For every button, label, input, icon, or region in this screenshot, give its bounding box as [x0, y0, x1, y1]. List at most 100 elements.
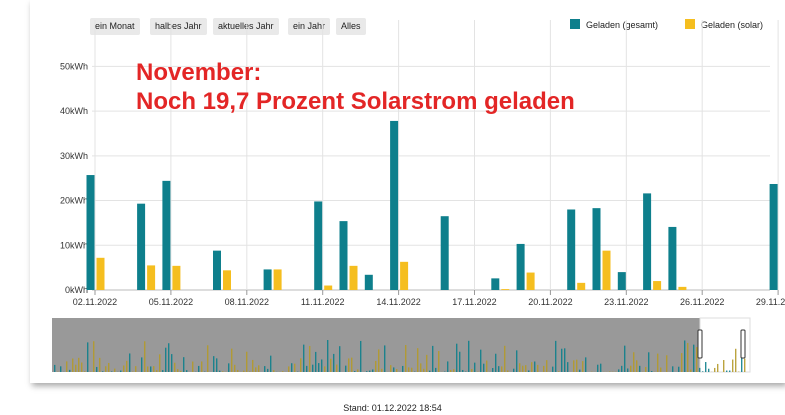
- navigator-mini-bar: [81, 362, 83, 372]
- legend-label-total: Geladen (gesamt): [586, 20, 659, 30]
- navigator-mini-bar: [495, 353, 497, 372]
- bar-total-19.11.2022: [516, 243, 525, 290]
- navigator-mini-bar: [135, 366, 137, 372]
- navigator-mini-bar: [309, 345, 311, 372]
- navigator-mini-bar: [150, 366, 152, 372]
- navigator-mini-bar: [372, 369, 374, 372]
- navigator-mini-bar: [312, 364, 314, 372]
- navigator-mini-bar: [126, 360, 128, 372]
- navigator-mini-bar: [270, 355, 272, 372]
- navigator-mini-bar: [501, 366, 503, 372]
- bar-total-23.11.2022: [617, 272, 626, 290]
- navigator-mini-bar: [330, 358, 332, 372]
- navigator-mini-bar: [258, 365, 260, 372]
- navigator-mini-bar: [300, 358, 302, 372]
- navigator-mini-bar: [357, 369, 359, 372]
- navigator-mini-bar: [381, 368, 383, 372]
- navigator-mini-bar: [123, 365, 125, 372]
- navigator-mini-bar: [735, 348, 737, 372]
- navigator-mini-bar: [630, 365, 632, 372]
- navigator-mini-bar: [75, 364, 77, 372]
- navigator-mini-bar: [618, 369, 620, 372]
- navigator-mini-bar: [186, 370, 188, 372]
- bar-total-16.11.2022: [440, 216, 449, 290]
- navigator-mini-bar: [561, 348, 563, 372]
- x-tick-label: 23.11.2022: [604, 297, 648, 307]
- navigator-mini-bar: [432, 345, 434, 372]
- navigator-mini-bar: [147, 366, 149, 372]
- navigator-mini-bar: [573, 360, 575, 372]
- bar-solar-09.11.2022: [273, 269, 282, 290]
- navigator-mini-bar: [579, 369, 581, 372]
- bar-solar-02.11.2022: [96, 257, 105, 290]
- navigator-mini-bar: [438, 351, 440, 372]
- navigator-mini-bar: [165, 347, 167, 372]
- navigator-mini-bar: [648, 352, 650, 372]
- navigator-mini-bar: [639, 365, 641, 372]
- navigator-mini-bar: [78, 357, 80, 372]
- navigator-mini-bar: [396, 369, 398, 372]
- x-tick-label: 29.11.2022: [756, 297, 785, 307]
- navigator-mini-bar: [60, 366, 62, 372]
- bar-total-22.11.2022: [592, 208, 601, 290]
- navigator-mini-bar: [252, 359, 254, 372]
- legend-item-solar[interactable]: Geladen (solar): [685, 19, 763, 31]
- x-tick-label: 17.11.2022: [452, 297, 496, 307]
- overlay-headline-line-1: November:: [136, 59, 262, 86]
- navigator-mini-bar: [609, 371, 611, 372]
- navigator-mini-bar: [207, 345, 209, 372]
- navigator-mini-bar: [249, 371, 251, 372]
- range-button-all[interactable]: Alles: [336, 18, 366, 35]
- navigator-mini-bar: [423, 368, 425, 372]
- navigator-mini-bar: [222, 371, 224, 372]
- navigator-mini-bar: [636, 360, 638, 372]
- range-button-current-year[interactable]: aktuelles Jahr: [213, 18, 279, 35]
- range-button-one-year[interactable]: ein Jahr: [288, 18, 331, 35]
- overlay-headline: November: Noch 19,7 Prozent Solarstrom g…: [136, 58, 575, 116]
- range-button-one-month[interactable]: ein Monat: [90, 18, 140, 35]
- bar-solar-12.11.2022: [349, 265, 358, 290]
- navigator-mini-bar: [537, 364, 539, 372]
- navigator-mini-bar: [564, 348, 566, 372]
- navigator-mini-bar: [273, 370, 275, 372]
- navigator-mini-bar: [315, 351, 317, 372]
- navigator-mini-bar: [99, 357, 101, 372]
- y-tick-label: 10kWh: [60, 240, 88, 250]
- navigator-mini-bar: [255, 367, 257, 372]
- navigator-mini-bar: [633, 352, 635, 372]
- navigator-mini-bar: [219, 370, 221, 372]
- navigator-mini-bar: [168, 343, 170, 372]
- legend-item-total[interactable]: Geladen (gesamt): [570, 19, 658, 31]
- navigator-mini-bar: [54, 364, 56, 372]
- navigator-mini-bar: [105, 366, 107, 372]
- navigator-mini-bar: [405, 345, 407, 372]
- navigator-mini-bar: [264, 366, 266, 372]
- navigator-mini-bar: [354, 371, 356, 372]
- navigator-mini-bar: [732, 359, 734, 372]
- navigator-mini-bar: [231, 348, 233, 372]
- navigator-mini-bar: [339, 346, 341, 372]
- navigator-mini-bar: [294, 363, 296, 372]
- navigator-mini-bar: [450, 369, 452, 372]
- overlay-headline-line-2: Noch 19,7 Prozent Solarstrom geladen: [136, 88, 575, 115]
- navigator-mini-bar: [108, 362, 110, 372]
- navigator-mini-bar: [318, 363, 320, 372]
- navigator-mini-bar: [672, 366, 674, 372]
- navigator-mini-bar: [552, 366, 554, 372]
- navigator-mini-bar: [462, 369, 464, 372]
- navigator-mini-bar: [681, 353, 683, 372]
- navigator-mini-bar: [411, 367, 413, 372]
- bar-total-29.11.2022: [769, 183, 778, 290]
- bar-total-21.11.2022: [567, 209, 576, 290]
- navigator-mini-bar: [228, 363, 230, 372]
- navigator-mini-bar: [378, 349, 380, 372]
- navigator-mini-bar: [582, 361, 584, 372]
- legend-swatch-solar-icon: [685, 19, 695, 29]
- bar-total-12.11.2022: [339, 221, 348, 290]
- navigator-mini-bar: [369, 370, 371, 372]
- range-button-half-year[interactable]: halbes Jahr: [150, 18, 207, 35]
- navigator-mini-bar: [216, 358, 218, 372]
- navigator-mini-bar: [153, 366, 155, 372]
- bar-total-14.11.2022: [390, 120, 399, 290]
